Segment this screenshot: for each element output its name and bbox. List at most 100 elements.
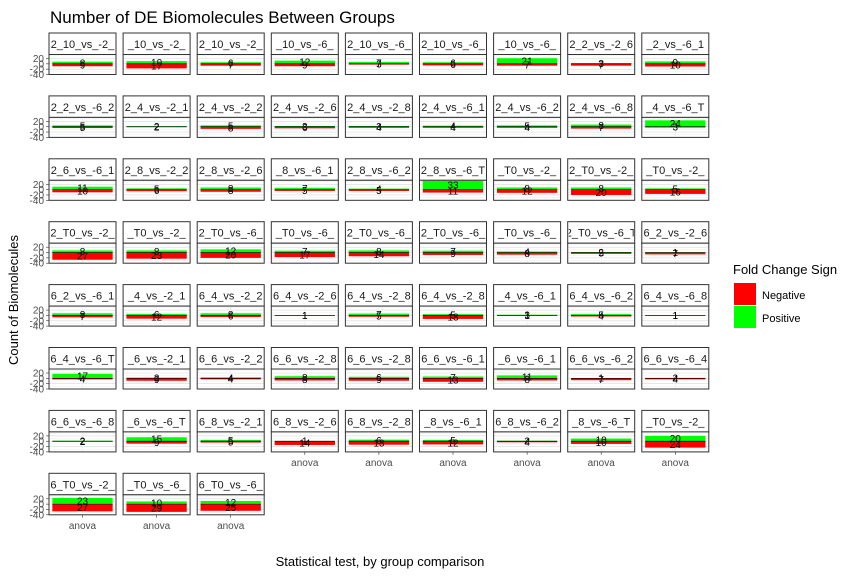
bar-label-positive: 7 xyxy=(450,373,456,384)
bar-label-negative: 20 xyxy=(225,251,237,262)
facet-panel: 6_4_vs_-2_2 86 xyxy=(196,284,265,327)
y-tick-label: 20 xyxy=(33,306,45,317)
facet-panel: 2_4_vs_-2_122 xyxy=(122,95,191,138)
facet-panel: 6_8_vs_-2_155 xyxy=(196,409,265,453)
panel-border xyxy=(419,242,487,264)
bar-label-negative: 6 xyxy=(302,123,308,134)
bar-label-positive: 2 xyxy=(154,122,160,133)
facet-panel: 6_4_vs_-2_8 75 xyxy=(344,284,413,327)
facet-strip-label: 2_10_vs_-6_ xyxy=(347,39,411,51)
panel-border xyxy=(344,179,413,201)
panel-border xyxy=(641,179,710,201)
bar-negative xyxy=(200,315,261,318)
facet-panel: 2_10_vs_-6_ 73 xyxy=(344,32,413,75)
panel-border xyxy=(567,54,636,75)
legend-title: Fold Change Sign xyxy=(733,262,837,277)
panel-border xyxy=(122,179,191,201)
y-axis-title: Count of Biomolecules xyxy=(6,234,21,365)
bar-positive xyxy=(200,313,261,316)
bar-label-negative: 27 xyxy=(77,503,89,514)
bar-positive xyxy=(200,62,261,64)
bar-label-positive: 8 xyxy=(154,247,160,258)
facet-panel: _T0_vs_-2_ 812 xyxy=(493,158,562,201)
facet-strip-label: _10_vs_-6_ xyxy=(497,39,556,51)
bar-label-positive: 2 xyxy=(673,374,679,385)
facet-strip-label: 6_4_vs_-2_8 xyxy=(347,291,411,303)
bar-negative xyxy=(496,378,558,381)
bar-label-positive: 7 xyxy=(302,247,308,258)
bar-label-positive: 33 xyxy=(447,181,459,192)
bar-label-positive: 5 xyxy=(598,310,604,321)
facet-panel: 2_T0_vs_-6_ 814 xyxy=(344,221,413,264)
facet-panel: 6_2_vs_-6_1 87 200-20-40 xyxy=(30,284,117,333)
panel-border xyxy=(641,305,710,327)
bar-label-positive: 8 xyxy=(80,310,86,321)
bar-negative xyxy=(52,504,113,512)
bar-label-positive: 8 xyxy=(80,58,86,69)
y-tick-label: 20 xyxy=(33,494,45,505)
panel-border xyxy=(270,368,339,390)
panel-border xyxy=(641,54,710,75)
facet-strip-label: 2_10_vs_-2_ xyxy=(199,39,263,51)
bar-label-positive: 4 xyxy=(376,185,382,196)
bar-positive xyxy=(274,125,335,127)
bar-positive xyxy=(645,61,706,64)
facet-strip-label: _T0_vs_-6_ xyxy=(275,228,335,240)
y-tick-label: -40 xyxy=(30,385,45,396)
facet-panel: 2_T0_vs_-2_ 820 xyxy=(567,158,636,201)
facet-panel: 2_10_vs_-2_ 89 200-20-40 xyxy=(30,32,117,81)
bar-negative xyxy=(422,378,484,382)
bar-negative xyxy=(52,378,113,380)
bar-negative xyxy=(422,126,484,128)
facet-panel: 6_6_vs_-2_8 69 xyxy=(344,347,413,390)
bar-positive xyxy=(496,314,558,316)
facet-strip-label: _6_vs_-2_1 xyxy=(127,354,186,366)
bar-label-negative: 7 xyxy=(598,375,604,386)
bar-label-positive: 8 xyxy=(376,247,382,258)
bar-label-negative: 8 xyxy=(524,249,530,260)
facet-panel: 6_4_vs_-2_8 513 xyxy=(419,284,487,327)
y-tick-label: -20 xyxy=(30,316,45,327)
facet-panel: 2_10_vs_-6_66 xyxy=(419,32,487,75)
bar-label-negative: 3 xyxy=(376,60,382,71)
bar-negative xyxy=(126,189,187,192)
bar-label-negative: 23 xyxy=(151,251,163,262)
bar-label-negative: 24 xyxy=(670,440,682,451)
facet-panel: _T0_vs_-6_ 48 xyxy=(493,221,562,264)
bar-positive xyxy=(422,376,484,379)
bar-negative xyxy=(645,126,706,128)
panel-border xyxy=(270,305,339,327)
bar-negative xyxy=(571,378,632,381)
facet-strip-label: 6_T0_vs_-6_ xyxy=(199,479,264,491)
bar-positive xyxy=(200,377,261,379)
bar-label-positive: 5 xyxy=(524,122,530,133)
bar-negative xyxy=(645,252,706,255)
y-tick-label: -20 xyxy=(30,190,45,201)
bar-positive xyxy=(348,125,410,127)
panel-border xyxy=(122,368,191,390)
bar-label-negative: 6 xyxy=(154,186,160,197)
bar-label-negative: 25 xyxy=(225,503,237,514)
x-tick-label: anova xyxy=(217,521,245,532)
bar-label-positive: 8 xyxy=(302,373,308,384)
bar-label-negative: 5 xyxy=(376,312,382,323)
facet-strip-label: 6_8_vs_-2_8 xyxy=(347,416,411,428)
bar-negative xyxy=(274,441,335,445)
bar-label-positive: 3 xyxy=(524,311,530,322)
facet-panel: _2_vs_-6_1 910 xyxy=(641,32,710,75)
facet-strip-label: 6_2_vs_-2_6 xyxy=(643,228,707,240)
bar-label-positive: 6 xyxy=(154,310,160,321)
facet-strip-label: _T0_vs_-6_ xyxy=(127,479,187,491)
bar-label-negative: 2 xyxy=(154,123,160,134)
panel-border xyxy=(344,305,413,327)
facet-panel: _6_vs_-6_T 159 xyxy=(122,409,191,453)
bar-negative xyxy=(52,315,113,318)
facet-panel: 2_8_vs_-6_2 45 xyxy=(344,158,413,201)
bar-negative xyxy=(348,252,410,257)
bar-label-negative: 11 xyxy=(448,187,459,198)
bar-label-positive: 5 xyxy=(228,436,234,447)
bar-positive xyxy=(52,125,113,127)
